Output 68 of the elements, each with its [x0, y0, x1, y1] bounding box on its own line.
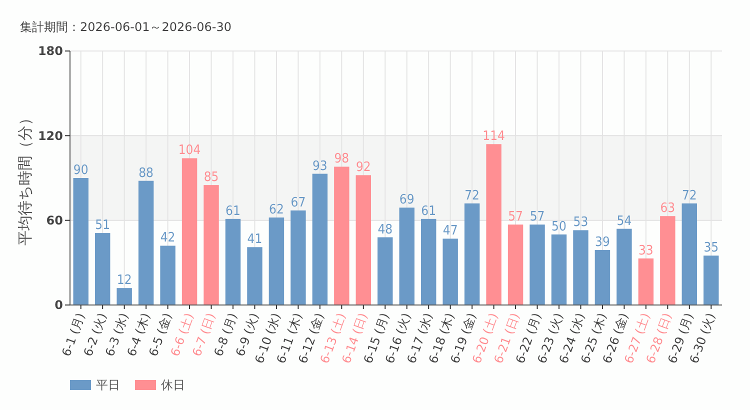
data-label: 104	[178, 143, 201, 158]
data-label: 50	[552, 219, 566, 234]
bar	[464, 203, 480, 305]
bar	[225, 218, 241, 305]
data-label: 69	[399, 192, 414, 208]
bar	[356, 175, 372, 305]
legend-label: 平日	[96, 378, 120, 392]
data-label: 72	[682, 188, 697, 204]
bar	[182, 158, 198, 305]
data-label: 61	[421, 204, 436, 219]
data-label: 35	[704, 240, 719, 256]
bar	[290, 210, 306, 305]
data-label: 62	[269, 202, 284, 218]
bar	[616, 228, 632, 305]
bar	[247, 247, 262, 305]
data-label: 51	[95, 218, 110, 234]
data-label: 88	[138, 166, 154, 181]
chart-title: 集計期間：2026-06-01～2026-06-30	[20, 20, 232, 34]
bar	[442, 238, 458, 305]
bar	[138, 180, 154, 305]
data-label: 63	[660, 201, 676, 216]
data-label: 98	[334, 152, 350, 167]
data-label: 61	[226, 204, 240, 219]
data-label: 90	[73, 163, 88, 178]
y-tick-label: 120	[38, 128, 63, 143]
bar	[660, 216, 676, 305]
data-label: 57	[530, 210, 545, 225]
y-tick-label: 0	[54, 298, 63, 312]
bar	[399, 208, 414, 305]
bar	[551, 234, 567, 305]
data-label: 67	[290, 195, 306, 210]
data-label: 57	[508, 210, 523, 225]
bar	[638, 258, 654, 305]
y-tick-label: 180	[38, 44, 63, 58]
bar	[378, 237, 393, 305]
data-label: 41	[247, 232, 262, 248]
bar	[334, 166, 350, 305]
bar	[704, 256, 719, 305]
bar	[312, 174, 328, 305]
data-label: 85	[204, 170, 219, 186]
bar	[573, 230, 588, 305]
data-label: 53	[573, 215, 588, 230]
data-label: 92	[356, 160, 371, 176]
data-label: 48	[378, 222, 393, 238]
bar	[116, 288, 132, 305]
data-label: 72	[464, 188, 480, 204]
bar	[508, 224, 524, 305]
bar	[420, 218, 436, 305]
bar	[204, 185, 219, 305]
legend-label: 休日	[161, 378, 185, 392]
data-label: 12	[116, 273, 132, 288]
data-label: 47	[442, 224, 458, 239]
data-label: 42	[160, 230, 176, 246]
data-label: 114	[482, 129, 505, 144]
bar	[530, 224, 545, 305]
bar	[594, 250, 610, 305]
data-label: 54	[616, 214, 632, 229]
bar	[73, 178, 88, 305]
data-label: 39	[595, 234, 610, 250]
y-tick-label: 60	[46, 214, 63, 228]
bar	[268, 218, 284, 305]
y-axis-title: 平均待ち時間（分）	[16, 110, 34, 246]
bar	[486, 144, 502, 305]
data-label: 93	[312, 158, 328, 174]
bar	[94, 233, 110, 305]
bar	[160, 246, 176, 305]
data-label: 33	[638, 243, 654, 258]
bar	[682, 203, 698, 305]
